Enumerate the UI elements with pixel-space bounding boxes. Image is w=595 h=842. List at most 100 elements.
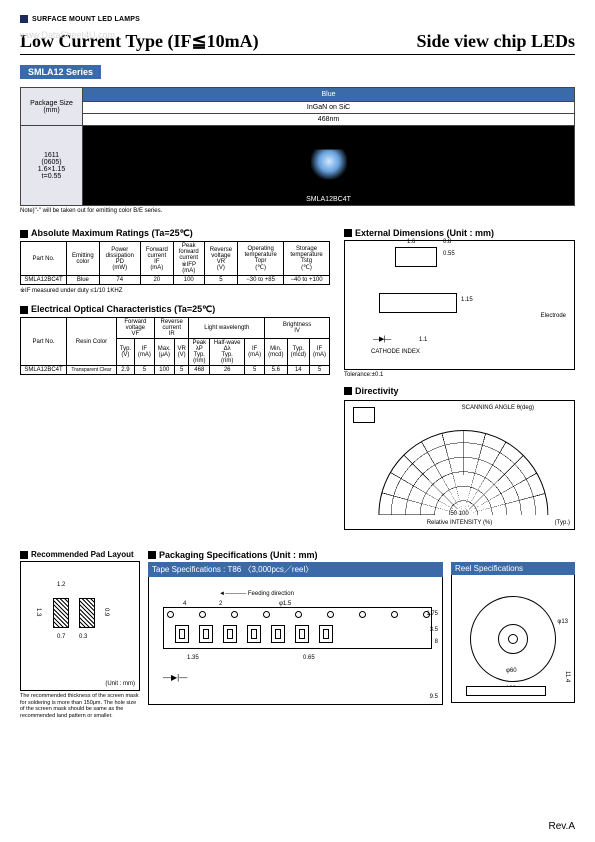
abs-max-title-text: Absolute Maximum Ratings (Ta=25℃): [31, 228, 193, 239]
pad-rects: [53, 598, 95, 628]
revision: Rev.A: [549, 821, 576, 832]
cathode-label: CATHODE INDEX: [371, 349, 420, 355]
pad-rect: [53, 598, 69, 628]
intensity-ticks: 50 100: [450, 511, 468, 517]
feed-arrow: ◄───── Feeding direction: [219, 591, 294, 597]
td: 26: [210, 366, 245, 375]
tape-pockets: [175, 625, 333, 643]
pad-diagram: 1.2 1.3 0.9 0.7 0.3 (Unit : mm): [20, 561, 140, 691]
td: 2.9: [116, 366, 134, 375]
tape-8: 8: [435, 639, 438, 645]
reel-hub: [508, 634, 518, 644]
pad-1-3: 1.3: [35, 608, 41, 616]
th: Reverse current IR: [154, 318, 189, 339]
th: Power dissipation PD (mW): [99, 242, 140, 276]
reel-header: Reel Specifications: [451, 562, 575, 575]
th: Resin Color: [67, 318, 117, 366]
pad-title-text: Recommended Pad Layout: [31, 550, 134, 559]
pad-0-9: 0.9: [103, 608, 109, 616]
reel-11-4: 11.4: [564, 671, 570, 682]
tape-3-5: 3.5: [430, 627, 438, 633]
td: Blue: [67, 276, 100, 285]
pkg-photo: SMLA12BC4T: [83, 126, 575, 206]
th: Part No.: [21, 318, 67, 366]
category-label: SURFACE MOUNT LED LAMPS: [32, 16, 140, 23]
th: Operating temperature Topr (℃): [238, 242, 284, 276]
ext-dim-diagram: 1.6 0.8 0.55 1.15 Electrode —▶|— 1.1 CAT…: [344, 240, 575, 370]
reel-60: φ60: [506, 668, 517, 674]
th: Storage temperature Tstg (℃): [284, 242, 330, 276]
th: Part No.: [21, 242, 67, 276]
abs-max-table: Part No. Emitting color Power dissipatio…: [20, 241, 330, 285]
pad-rect: [79, 598, 95, 628]
tape-4: 4: [183, 601, 186, 607]
tape-1-35: 1.35: [187, 655, 199, 661]
polar-plot: [378, 430, 548, 515]
th: Emitting color: [67, 242, 100, 276]
dim-1-15: 1.15: [461, 297, 473, 303]
td: 5: [245, 366, 265, 375]
package-table: Package Size (mm) Blue InGaN on SiC 468n…: [20, 87, 575, 206]
diode-symbol: —▶|—: [373, 335, 390, 343]
reel-diagram: φ13 φ60 φ180 11.4: [451, 575, 575, 703]
pad-note: The recommended thickness of the screen …: [20, 693, 140, 719]
reel-13: φ13: [557, 619, 568, 625]
td: 100: [173, 276, 204, 285]
reel-header-text: Reel Specifications: [455, 564, 523, 573]
feed-label: Feeding direction: [248, 591, 294, 597]
pad-0-7: 0.7: [57, 634, 65, 640]
elec-opt-table: Part No. Resin Color Forward voltage VF …: [20, 317, 330, 375]
electrode-label: Electrode: [541, 313, 566, 319]
led-thumb-icon: [353, 407, 375, 423]
dim-1-6: 1.6: [407, 239, 415, 245]
directivity-title: Directivity: [344, 386, 575, 396]
th: IF (mA): [245, 339, 265, 366]
pkg-photo-label: SMLA12BC4T: [306, 196, 351, 203]
pkg-material: InGaN on SiC: [83, 102, 575, 114]
td: 5: [174, 366, 189, 375]
td: 5: [204, 276, 238, 285]
directivity-title-text: Directivity: [355, 386, 399, 396]
directivity-diagram: SCANNING ANGLE θ(deg) 50 100 Relative IN…: [344, 400, 575, 530]
category-bar: SURFACE MOUNT LED LAMPS: [20, 15, 575, 23]
tape-header-text: Tape Specifications : T86 〈3,000pcs／reel…: [152, 564, 313, 575]
dim-0-55: 0.55: [443, 251, 455, 257]
tape-1-75: 1.75: [426, 611, 438, 617]
td: 74: [99, 276, 140, 285]
td: Transparent Clear: [67, 366, 117, 375]
tape-phi1-5: φ1.5: [279, 601, 291, 607]
th: Light wavelength: [189, 318, 265, 339]
tape-diagram: ◄───── Feeding direction 4 2 φ1.5 1.75 3…: [148, 577, 443, 705]
elec-opt-title-text: Electrical Optical Characteristics (Ta=2…: [31, 304, 215, 315]
dim-0-8: 0.8: [443, 239, 451, 245]
th: Max. (μA): [154, 339, 174, 366]
tape-9-5: 9.5: [430, 694, 438, 700]
category-marker: [20, 15, 28, 23]
scan-angle-label: SCANNING ANGLE θ(deg): [462, 405, 534, 411]
pad-0-3: 0.3: [79, 634, 87, 640]
intensity-label: Relative INTENSITY (%): [427, 520, 493, 526]
td: −40 to +100: [284, 276, 330, 285]
td: −30 to +85: [238, 276, 284, 285]
td: 468: [189, 366, 210, 375]
watermark: www.DataSheet4U.com: [20, 30, 115, 40]
pkg-size-header: Package Size (mm): [21, 88, 83, 126]
pkg-color-row: Blue: [83, 88, 575, 102]
ext-dim-title-text: External Dimensions (Unit : mm): [355, 228, 494, 238]
tape-holes: [167, 611, 430, 618]
elec-opt-title: Electrical Optical Characteristics (Ta=2…: [20, 304, 330, 315]
th: Forward current IF (mA): [140, 242, 173, 276]
typ-label: (Typ.): [555, 520, 570, 526]
pkg-wavelength: 468nm: [83, 114, 575, 126]
led-photo-glow: [311, 149, 347, 179]
th: Typ. (mcd): [287, 339, 309, 366]
pad-unit: (Unit : mm): [105, 681, 135, 687]
td: 14: [287, 366, 309, 375]
packaging-title: Packaging Specifications (Unit : mm): [148, 550, 443, 560]
tolerance-label: Tolerance:±0.1: [344, 372, 575, 378]
td: 5.6: [265, 366, 287, 375]
diode-in-tape: —▶|—: [163, 673, 187, 682]
pkg-dims: 1611 (0605) 1.6×1.15 t=0.55: [21, 126, 83, 206]
abs-max-title: Absolute Maximum Ratings (Ta=25℃): [20, 228, 330, 239]
dim-top-view: 1.6 0.8 0.55: [395, 247, 437, 267]
